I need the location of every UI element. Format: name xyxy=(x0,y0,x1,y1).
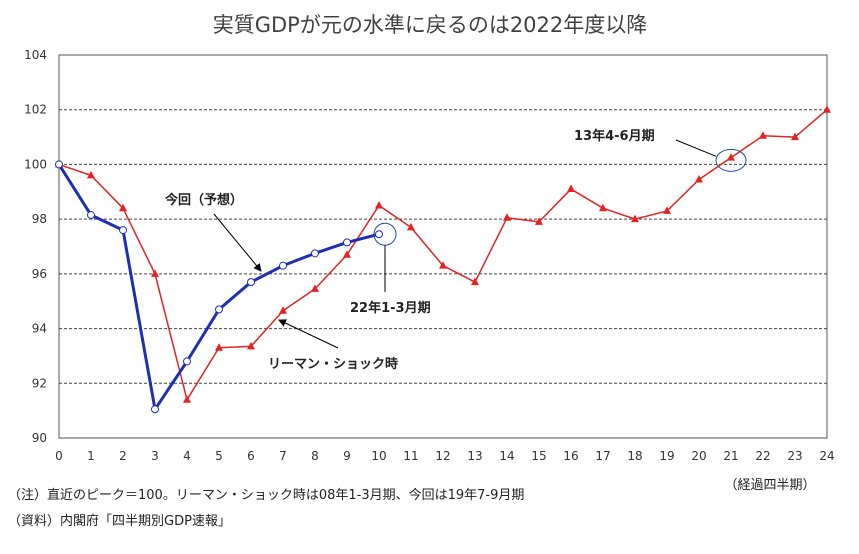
data-point-lehman xyxy=(567,184,575,193)
x-tick-label: 4 xyxy=(183,449,191,463)
data-point-lehman xyxy=(375,200,383,209)
data-point-current xyxy=(311,249,319,258)
data-point-lehman xyxy=(695,174,703,183)
y-tick-label: 90 xyxy=(32,431,47,445)
data-point-lehman xyxy=(503,213,511,221)
x-tick-label: 10 xyxy=(371,449,386,463)
y-tick-label: 92 xyxy=(32,376,47,390)
x-tick-label: 2 xyxy=(119,449,127,463)
data-point-lehman xyxy=(791,132,799,141)
annotation-lehman: リーマン・ショック時 xyxy=(268,356,398,372)
data-point-lehman xyxy=(215,343,223,351)
data-point-lehman xyxy=(119,203,127,212)
data-point-lehman xyxy=(247,341,255,350)
x-tick-label: 3 xyxy=(151,449,159,463)
gridlines xyxy=(59,109,827,384)
x-tick-label: 24 xyxy=(819,449,834,463)
y-tick-label: 98 xyxy=(32,212,47,226)
data-point-current xyxy=(87,211,95,220)
data-point-current xyxy=(279,261,287,270)
data-point-current xyxy=(183,357,191,366)
y-tick-label: 94 xyxy=(32,322,47,336)
annotation-22q1: 22年1-3月期 xyxy=(350,300,431,316)
x-tick-label: 23 xyxy=(787,449,802,463)
highlight-circle-13q2 xyxy=(715,148,747,172)
data-point-lehman xyxy=(279,306,287,314)
y-tick-label: 96 xyxy=(32,267,47,281)
x-tick-label: 16 xyxy=(563,449,578,463)
x-tick-label: 18 xyxy=(627,449,642,463)
annotation-13q2: 13年4-6月期 xyxy=(574,128,655,144)
data-point-current xyxy=(215,305,223,314)
data-point-current xyxy=(247,278,255,287)
x-tick-label: 7 xyxy=(279,449,287,463)
data-point-lehman xyxy=(599,203,607,212)
data-point-lehman xyxy=(663,206,671,214)
x-axis-label: （経過四半期） xyxy=(724,478,815,493)
data-point-current xyxy=(55,160,63,169)
x-tick-label: 22 xyxy=(755,449,770,463)
data-point-lehman xyxy=(727,153,735,161)
x-tick-label: 5 xyxy=(215,449,223,463)
series-lines xyxy=(55,105,831,414)
x-tick-label: 19 xyxy=(659,449,674,463)
data-point-lehman xyxy=(471,277,479,286)
data-point-lehman xyxy=(343,250,351,258)
data-point-current xyxy=(151,405,159,414)
data-point-lehman xyxy=(311,284,319,292)
x-tick-label: 20 xyxy=(691,449,706,463)
data-point-lehman xyxy=(759,131,767,139)
x-tick-label: 1 xyxy=(87,449,95,463)
plot-frame xyxy=(58,54,828,439)
x-tick-label: 12 xyxy=(435,449,450,463)
x-tick-label: 15 xyxy=(531,449,546,463)
data-point-lehman xyxy=(439,261,447,269)
data-point-lehman xyxy=(631,214,639,223)
data-point-lehman xyxy=(407,222,415,231)
x-tick-label: 0 xyxy=(55,449,63,463)
annotation-current-forecast: 今回（予想） xyxy=(164,192,243,208)
x-tick-label: 9 xyxy=(343,449,351,463)
footnote-note: （注）直近のピーク＝100。リーマン・ショック時は08年1-3月期、今回は19年… xyxy=(8,487,524,503)
series-line-lehman xyxy=(58,109,828,401)
x-tick-label: 13 xyxy=(467,449,482,463)
annotations: 今回（予想） リーマン・ショック時 22年1-3月期 13年4-6月期 xyxy=(164,128,747,372)
data-point-lehman xyxy=(87,170,95,179)
y-tick-label: 104 xyxy=(24,48,47,62)
arrow-current-forecast xyxy=(213,213,262,272)
x-tick-label: 14 xyxy=(499,449,514,463)
data-point-lehman xyxy=(823,105,831,113)
arrow-lehman xyxy=(278,319,339,349)
data-point-lehman xyxy=(183,395,191,403)
data-point-current xyxy=(375,230,383,239)
x-tick-label: 8 xyxy=(311,449,319,463)
data-point-lehman xyxy=(535,217,543,225)
data-point-current xyxy=(343,238,351,247)
footnote-source: （資料）内閣府「四半期別GDP速報」 xyxy=(8,513,231,529)
x-tick-label: 17 xyxy=(595,449,610,463)
data-point-lehman xyxy=(151,269,159,277)
x-tick-label: 21 xyxy=(723,449,738,463)
x-tick-label: 11 xyxy=(403,449,418,463)
x-tick-label: 6 xyxy=(247,449,255,463)
y-tick-label: 102 xyxy=(24,103,47,117)
leader-line-13q2 xyxy=(675,139,717,157)
y-tick-label: 100 xyxy=(24,157,47,171)
chart-title: 実質GDPが元の水準に戻るのは2022年度以降 xyxy=(213,13,648,37)
data-point-current xyxy=(119,226,127,235)
